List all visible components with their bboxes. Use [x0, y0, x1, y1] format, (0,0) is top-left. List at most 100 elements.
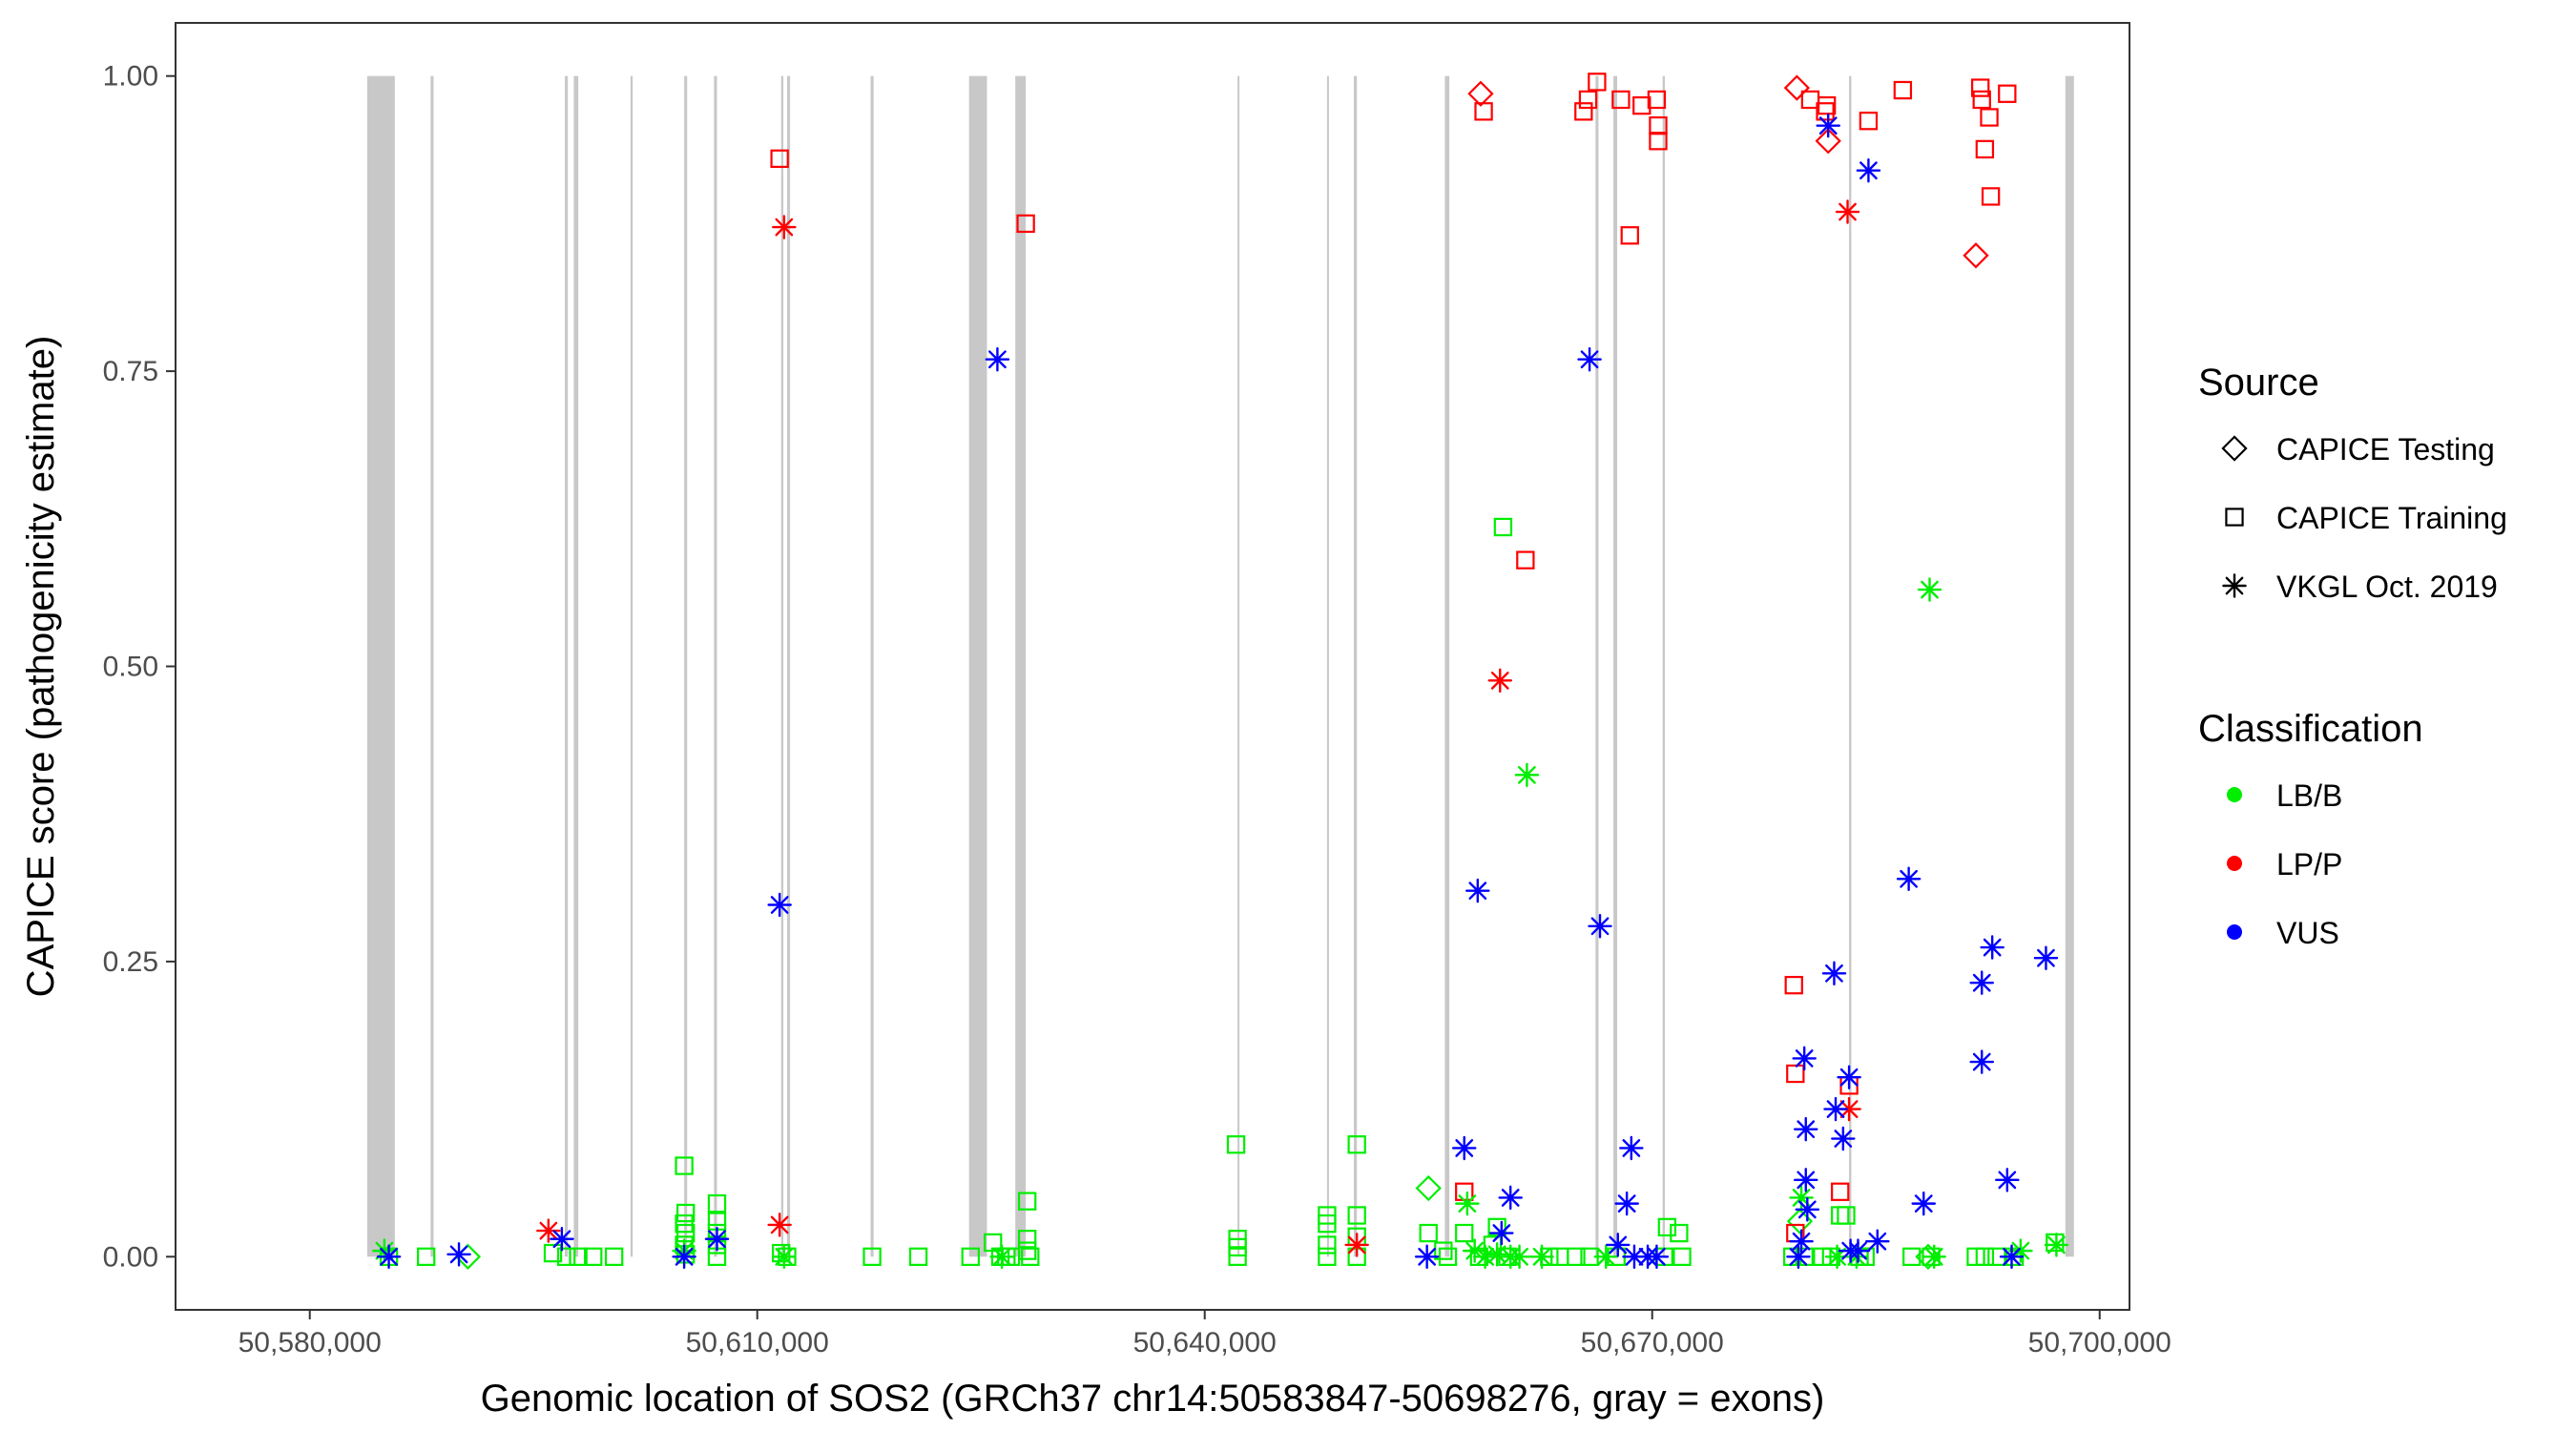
data-point	[1347, 1206, 1366, 1225]
data-point	[1577, 346, 1602, 372]
data-point	[536, 1218, 561, 1243]
data-point	[1465, 878, 1490, 903]
data-point	[1975, 1247, 1995, 1266]
data-point	[1434, 1241, 1453, 1260]
exon-band	[430, 75, 434, 1257]
data-point	[1318, 1235, 1337, 1255]
data-point	[1620, 226, 1639, 245]
y-tick-label: 1.00	[103, 61, 158, 93]
data-point	[704, 1226, 730, 1252]
data-point	[675, 1203, 696, 1223]
exon-band	[780, 75, 784, 1257]
data-point	[1415, 1174, 1442, 1202]
data-point	[1451, 1135, 1477, 1161]
data-point	[1487, 668, 1513, 694]
y-tick-label: 0.50	[103, 652, 158, 683]
exon-band	[1326, 75, 1329, 1257]
y-axis: 0.00 0.25 0.50 0.75 1.00	[103, 61, 176, 1273]
data-point	[1902, 1247, 1922, 1266]
data-point	[1021, 1247, 1040, 1266]
data-point	[984, 1233, 1003, 1253]
data-point	[1817, 95, 1837, 115]
data-point	[1516, 550, 1535, 570]
data-point	[1649, 132, 1668, 151]
exon-band	[968, 75, 987, 1257]
exon-band	[1595, 75, 1599, 1257]
data-point	[1794, 1116, 1818, 1142]
x-axis: 50,580,000 50,610,000 50,640,000 50,670,000…	[239, 1310, 2171, 1358]
data-point	[1318, 1213, 1337, 1234]
exon-band	[870, 75, 874, 1257]
data-point	[1529, 1244, 1554, 1270]
legend-key-diamond	[2221, 435, 2248, 462]
data-point	[543, 1243, 563, 1263]
y-tick-label: 0.00	[103, 1241, 158, 1273]
data-point	[1506, 1244, 1532, 1270]
legend-key-asterisk	[2222, 573, 2247, 598]
data-point	[1455, 1191, 1480, 1216]
data-point	[1999, 1244, 2025, 1270]
data-point	[1893, 80, 1913, 100]
data-point	[1980, 108, 1999, 127]
data-point	[1786, 1064, 1805, 1084]
data-point	[1823, 1096, 1848, 1122]
data-point	[862, 1247, 882, 1266]
data-point	[1574, 102, 1593, 121]
exon-band	[1354, 75, 1358, 1257]
data-point	[1975, 139, 1995, 159]
data-point	[772, 1244, 797, 1270]
data-point	[1995, 1168, 2020, 1192]
exon-band	[786, 75, 791, 1257]
data-point	[1318, 1247, 1337, 1266]
data-point	[1998, 84, 2017, 103]
data-point	[675, 1245, 696, 1264]
data-point	[1816, 113, 1840, 138]
y-tick-label: 0.75	[103, 356, 158, 387]
data-point	[985, 346, 1010, 372]
data-point	[1835, 199, 1860, 224]
data-point	[675, 1223, 696, 1243]
x-tick-label: 50,700,000	[2028, 1327, 2171, 1358]
data-point	[1619, 1135, 1644, 1161]
data-point	[556, 1247, 576, 1266]
data-point	[1896, 866, 1922, 892]
data-point	[1970, 78, 1990, 97]
data-point	[1647, 90, 1667, 110]
data-point	[1474, 102, 1493, 121]
data-point	[1017, 1241, 1037, 1260]
exon-band	[1237, 75, 1240, 1257]
data-point	[1917, 577, 1942, 602]
x-tick-label: 50,580,000	[239, 1327, 382, 1358]
legend-source-label: CAPICE Training	[2276, 501, 2507, 535]
exon-band	[684, 75, 688, 1257]
data-point	[1347, 1135, 1366, 1154]
data-point	[1831, 1126, 1856, 1151]
data-point	[1016, 214, 1035, 234]
data-point	[1786, 1244, 1811, 1270]
data-point	[767, 1213, 792, 1237]
data-point	[1588, 914, 1612, 939]
data-point	[675, 1156, 694, 1175]
x-tick-label: 50,610,000	[686, 1327, 829, 1358]
data-point	[1514, 762, 1540, 788]
data-point	[1644, 1244, 1670, 1270]
data-point	[1228, 1247, 1247, 1266]
data-point	[1611, 90, 1631, 110]
data-point	[908, 1247, 928, 1266]
legend-key-dot	[2227, 924, 2242, 940]
data-point	[1614, 1191, 1639, 1216]
exon-band	[630, 75, 634, 1257]
data-point	[961, 1247, 980, 1266]
exon-band	[565, 75, 569, 1257]
data-point	[569, 1247, 588, 1266]
data-point	[1578, 90, 1598, 110]
data-point	[772, 1243, 791, 1263]
data-point	[1981, 187, 2001, 206]
data-point	[770, 149, 789, 169]
data-point	[1789, 1185, 1814, 1211]
data-point	[1911, 1191, 1937, 1216]
data-point	[1980, 935, 2005, 960]
data-point	[1856, 157, 1881, 183]
data-point	[2044, 1233, 2069, 1257]
